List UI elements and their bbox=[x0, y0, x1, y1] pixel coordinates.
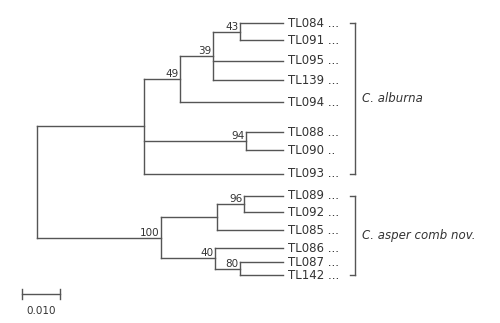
Text: TL093 ...: TL093 ... bbox=[288, 167, 339, 180]
Text: TL086 ...: TL086 ... bbox=[288, 242, 339, 255]
Text: TL139 ...: TL139 ... bbox=[288, 74, 339, 87]
Text: 96: 96 bbox=[229, 194, 242, 204]
Text: TL084 ...: TL084 ... bbox=[288, 17, 339, 30]
Text: TL094 ...: TL094 ... bbox=[288, 96, 339, 109]
Text: 0.010: 0.010 bbox=[26, 306, 56, 316]
Text: TL092 ...: TL092 ... bbox=[288, 206, 339, 219]
Text: 100: 100 bbox=[140, 228, 159, 238]
Text: TL142 ...: TL142 ... bbox=[288, 268, 339, 282]
Text: C. alburna: C. alburna bbox=[362, 92, 422, 105]
Text: TL095 ...: TL095 ... bbox=[288, 54, 339, 67]
Text: TL090 ..: TL090 .. bbox=[288, 144, 335, 157]
Text: 40: 40 bbox=[200, 248, 213, 258]
Text: TL091 ...: TL091 ... bbox=[288, 34, 339, 47]
Text: TL085 ...: TL085 ... bbox=[288, 224, 339, 237]
Text: TL087 ...: TL087 ... bbox=[288, 255, 339, 269]
Text: 49: 49 bbox=[165, 69, 178, 79]
Text: 94: 94 bbox=[231, 131, 244, 141]
Text: 43: 43 bbox=[225, 22, 238, 32]
Text: TL088 ...: TL088 ... bbox=[288, 126, 339, 139]
Text: 80: 80 bbox=[226, 259, 238, 269]
Text: C. asper comb nov.: C. asper comb nov. bbox=[362, 229, 475, 242]
Text: 39: 39 bbox=[198, 46, 211, 56]
Text: TL089 ...: TL089 ... bbox=[288, 189, 339, 203]
